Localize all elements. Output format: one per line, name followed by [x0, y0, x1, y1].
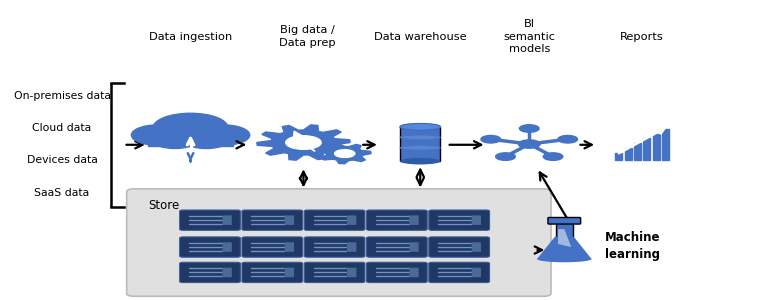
FancyBboxPatch shape	[556, 222, 573, 239]
FancyBboxPatch shape	[179, 262, 240, 283]
FancyBboxPatch shape	[366, 210, 428, 230]
FancyBboxPatch shape	[305, 237, 365, 257]
Polygon shape	[537, 237, 591, 259]
FancyBboxPatch shape	[347, 215, 356, 225]
Text: SaaS data: SaaS data	[34, 188, 90, 198]
FancyBboxPatch shape	[662, 129, 669, 160]
FancyBboxPatch shape	[179, 210, 240, 230]
Ellipse shape	[400, 124, 441, 130]
Text: Big data /
Data prep: Big data / Data prep	[279, 25, 336, 48]
FancyBboxPatch shape	[305, 262, 365, 283]
FancyBboxPatch shape	[644, 138, 651, 160]
Circle shape	[182, 130, 229, 148]
FancyBboxPatch shape	[548, 218, 581, 224]
Ellipse shape	[400, 146, 441, 150]
FancyBboxPatch shape	[410, 215, 419, 225]
FancyBboxPatch shape	[222, 215, 232, 225]
Circle shape	[334, 150, 355, 158]
FancyBboxPatch shape	[615, 153, 622, 160]
FancyBboxPatch shape	[400, 127, 441, 161]
FancyBboxPatch shape	[471, 268, 481, 277]
FancyBboxPatch shape	[653, 134, 659, 160]
FancyBboxPatch shape	[305, 210, 365, 230]
Circle shape	[197, 125, 250, 145]
Circle shape	[152, 130, 198, 148]
Polygon shape	[558, 229, 572, 247]
FancyBboxPatch shape	[410, 242, 419, 252]
FancyBboxPatch shape	[429, 262, 489, 283]
FancyBboxPatch shape	[285, 215, 294, 225]
Text: Devices data: Devices data	[27, 155, 98, 166]
Circle shape	[519, 125, 539, 132]
FancyBboxPatch shape	[222, 268, 232, 277]
Ellipse shape	[400, 158, 441, 164]
FancyBboxPatch shape	[285, 268, 294, 277]
FancyBboxPatch shape	[148, 134, 233, 146]
FancyBboxPatch shape	[242, 210, 303, 230]
Polygon shape	[319, 144, 371, 164]
Polygon shape	[257, 125, 350, 160]
Circle shape	[153, 113, 228, 142]
FancyBboxPatch shape	[429, 210, 489, 230]
Ellipse shape	[400, 124, 441, 130]
FancyBboxPatch shape	[242, 237, 303, 257]
Ellipse shape	[537, 256, 591, 262]
Circle shape	[496, 153, 515, 160]
Text: Store: Store	[149, 199, 180, 212]
Circle shape	[481, 136, 500, 143]
Text: Reports: Reports	[620, 32, 664, 41]
FancyBboxPatch shape	[285, 242, 294, 252]
FancyBboxPatch shape	[347, 242, 356, 252]
FancyBboxPatch shape	[471, 242, 481, 252]
Text: On-premises data: On-premises data	[13, 91, 110, 101]
Circle shape	[543, 153, 563, 160]
Text: Cloud data: Cloud data	[32, 123, 92, 133]
FancyBboxPatch shape	[410, 268, 419, 277]
FancyBboxPatch shape	[222, 242, 232, 252]
FancyBboxPatch shape	[242, 262, 303, 283]
Text: Data ingestion: Data ingestion	[149, 32, 233, 41]
Circle shape	[286, 136, 321, 149]
Circle shape	[518, 140, 540, 148]
FancyBboxPatch shape	[347, 268, 356, 277]
Ellipse shape	[400, 135, 441, 140]
FancyBboxPatch shape	[429, 237, 489, 257]
FancyBboxPatch shape	[366, 262, 428, 283]
Circle shape	[558, 136, 578, 143]
Circle shape	[132, 125, 184, 145]
FancyBboxPatch shape	[625, 148, 632, 161]
FancyBboxPatch shape	[179, 237, 240, 257]
FancyBboxPatch shape	[634, 143, 641, 160]
Text: Machine
learning: Machine learning	[604, 231, 660, 261]
Text: Data warehouse: Data warehouse	[374, 32, 467, 41]
Polygon shape	[294, 131, 315, 152]
Text: BI
semantic
models: BI semantic models	[503, 19, 555, 54]
FancyBboxPatch shape	[366, 237, 428, 257]
FancyBboxPatch shape	[471, 215, 481, 225]
FancyBboxPatch shape	[127, 189, 551, 296]
